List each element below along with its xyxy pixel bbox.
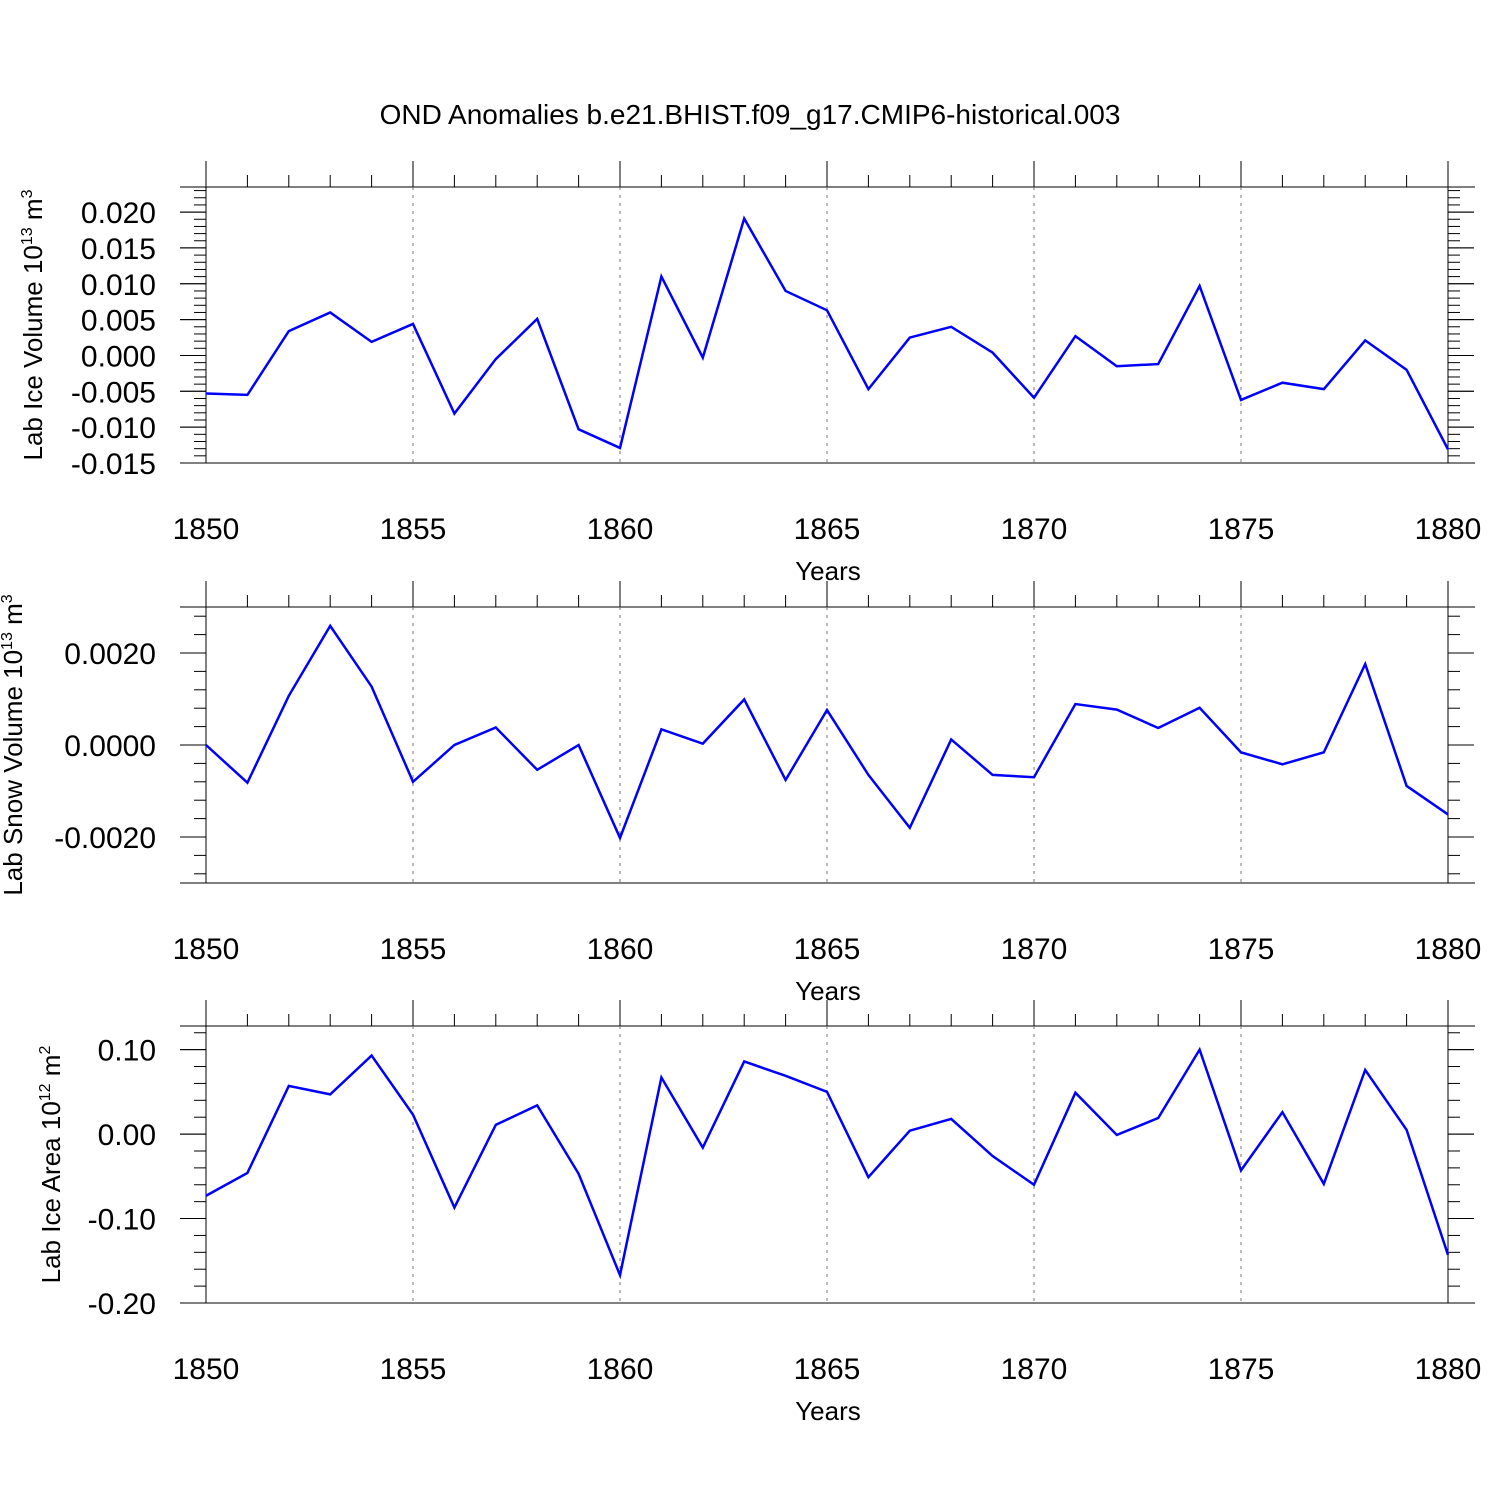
x-tick-label: 1850 bbox=[173, 933, 240, 966]
x-tick-label: 1865 bbox=[794, 513, 861, 546]
y-axis-label: Lab Ice Area 1012 m2 bbox=[36, 1046, 66, 1284]
y-axis-label-text: Lab Snow Volume 10 bbox=[0, 650, 28, 896]
x-tick-label: 1860 bbox=[587, 933, 654, 966]
y-tick-label: 0.0000 bbox=[64, 730, 156, 763]
x-tick-label: 1855 bbox=[380, 513, 447, 546]
chart-panel-1: 1850 1855 1860 1865 1870 1875 18800.0200.0150.… bbox=[18, 161, 1481, 586]
y-axis-label-text: Lab Ice Volume 10 bbox=[18, 245, 48, 460]
y-tick-label: -0.005 bbox=[71, 376, 156, 409]
y-axis-label-exp: 12 bbox=[37, 1083, 54, 1101]
x-tick-label: 1870 bbox=[1001, 933, 1068, 966]
x-tick-label: 1855 bbox=[380, 1353, 447, 1386]
y-tick-label: -0.010 bbox=[71, 412, 156, 445]
x-tick-label: 1875 bbox=[1208, 933, 1275, 966]
y-tick-label: 0.015 bbox=[81, 233, 156, 266]
y-axis-label-unit-exp: 2 bbox=[37, 1046, 54, 1055]
x-tick-label: 1850 bbox=[173, 513, 240, 546]
y-axis-label-text: Lab Ice Area 10 bbox=[36, 1101, 66, 1283]
y-axis-label: Lab Snow Volume 1013 m3 bbox=[0, 594, 28, 895]
y-tick-label: 0.005 bbox=[81, 305, 156, 338]
y-axis-label-exp: 13 bbox=[19, 227, 36, 245]
chart-panel-2: 1850 1855 1860 1865 1870 1875 1880 0.0020 0.0000… bbox=[0, 581, 1481, 1006]
x-axis-label: Years bbox=[795, 556, 861, 586]
y-tick-label: 0.0020 bbox=[64, 638, 156, 671]
y-axis-label-unit-exp: 3 bbox=[19, 189, 36, 198]
x-tick-label: 1870 bbox=[1001, 1353, 1068, 1386]
x-axis-label: Years bbox=[795, 976, 861, 1006]
y-tick-label: -0.10 bbox=[88, 1204, 156, 1237]
y-tick-label: -0.0020 bbox=[54, 822, 156, 855]
x-tick-label: 1860 bbox=[587, 1353, 654, 1386]
x-axis-label: Years bbox=[795, 1396, 861, 1426]
x-tick-label: 1880 bbox=[1415, 513, 1482, 546]
x-tick-label: 1880 bbox=[1415, 933, 1482, 966]
y-axis-label-unit: m bbox=[18, 198, 48, 227]
x-tick-label: 1860 bbox=[587, 513, 654, 546]
y-tick-label: 0.00 bbox=[98, 1119, 156, 1152]
y-tick-label: 0.10 bbox=[98, 1035, 156, 1068]
x-tick-label: 1880 bbox=[1415, 1353, 1482, 1386]
y-tick-label: -0.20 bbox=[88, 1288, 156, 1321]
y-tick-label: -0.015 bbox=[71, 448, 156, 481]
y-tick-label: 0.010 bbox=[81, 269, 156, 302]
chart-panel-3: 1850 1855 1860 1865 1870 1875 1880 0.10 0.00 -0.1… bbox=[36, 1000, 1481, 1426]
x-tick-label: 1865 bbox=[794, 1353, 861, 1386]
x-tick-label: 1865 bbox=[794, 933, 861, 966]
y-tick-label: 0.000 bbox=[81, 340, 156, 373]
y-axis-label-exp: 13 bbox=[0, 632, 16, 650]
page-title: OND Anomalies b.e21.BHIST.f09_g17.CMIP6-… bbox=[380, 99, 1121, 130]
y-tick-label: 0.020 bbox=[81, 197, 156, 230]
x-tick-label: 1875 bbox=[1208, 513, 1275, 546]
y-axis-label-unit-exp: 3 bbox=[0, 594, 16, 603]
x-tick-label: 1855 bbox=[380, 933, 447, 966]
y-axis-label-unit: m bbox=[36, 1055, 66, 1084]
y-axis-label-unit: m bbox=[0, 603, 28, 632]
y-axis-label: Lab Ice Volume 1013 m3 bbox=[18, 189, 48, 460]
x-tick-label: 1870 bbox=[1001, 513, 1068, 546]
x-tick-label: 1850 bbox=[173, 1353, 240, 1386]
x-tick-label: 1875 bbox=[1208, 1353, 1275, 1386]
